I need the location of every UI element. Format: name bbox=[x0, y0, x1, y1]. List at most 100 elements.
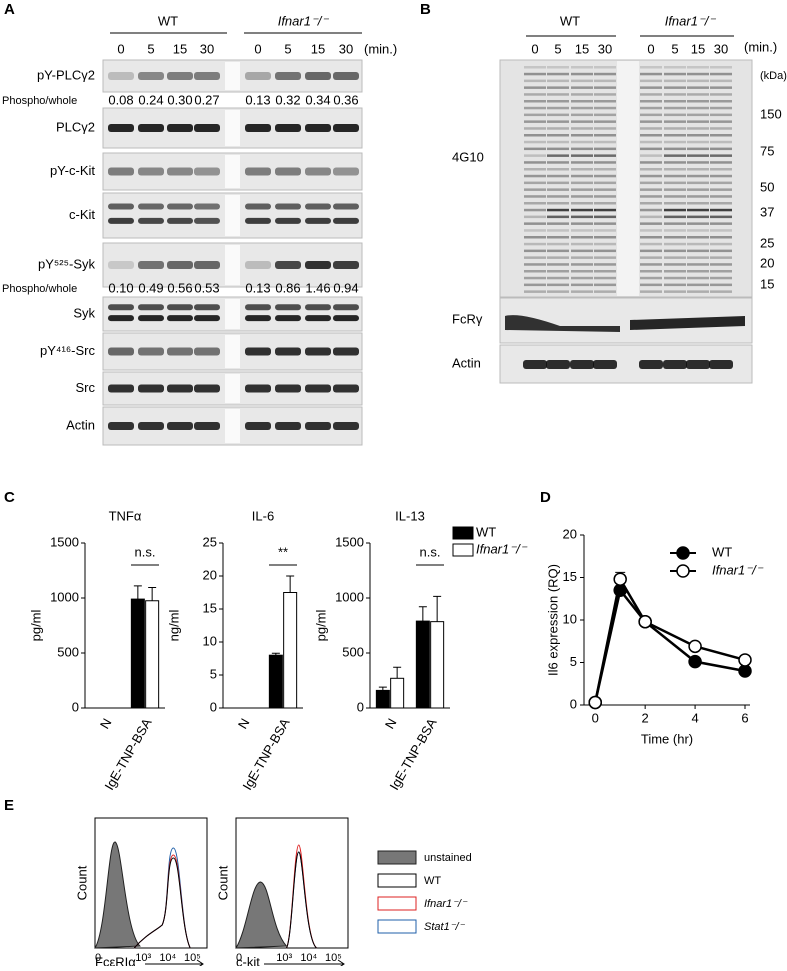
group-label: WT bbox=[560, 13, 580, 28]
band bbox=[333, 315, 359, 322]
band bbox=[547, 181, 569, 185]
point bbox=[588, 695, 602, 710]
band bbox=[640, 79, 662, 83]
ratio-value: 1.46 bbox=[305, 280, 330, 295]
band bbox=[710, 134, 732, 137]
band bbox=[640, 93, 662, 96]
band bbox=[245, 304, 271, 311]
y-tick-label: 5 bbox=[210, 666, 217, 681]
band bbox=[245, 422, 271, 430]
x-tick-label: 4 bbox=[691, 710, 698, 725]
band bbox=[594, 290, 616, 293]
ratio-value: 0.24 bbox=[138, 92, 163, 107]
y-axis-label: pg/ml bbox=[313, 609, 328, 641]
band bbox=[687, 283, 709, 287]
band bbox=[333, 203, 359, 210]
band bbox=[305, 203, 331, 210]
band bbox=[664, 202, 686, 205]
band bbox=[571, 100, 593, 103]
band bbox=[687, 222, 709, 225]
band bbox=[594, 263, 616, 266]
band bbox=[108, 167, 134, 176]
band bbox=[640, 270, 662, 273]
band bbox=[594, 100, 616, 103]
band bbox=[571, 236, 593, 239]
band bbox=[547, 154, 569, 157]
band bbox=[524, 270, 546, 273]
marker-lane bbox=[225, 62, 240, 90]
row-label: Actin bbox=[452, 355, 481, 370]
band bbox=[640, 147, 662, 151]
band bbox=[333, 167, 359, 176]
kda-marker: 20 bbox=[760, 255, 774, 270]
band bbox=[594, 134, 616, 137]
bar bbox=[268, 654, 283, 709]
band bbox=[664, 270, 686, 273]
band bbox=[333, 124, 359, 132]
band bbox=[594, 249, 616, 253]
panel-letter: C bbox=[4, 489, 15, 506]
band bbox=[547, 229, 569, 232]
band bbox=[547, 222, 569, 225]
y-axis-label: Count bbox=[74, 865, 89, 900]
bar bbox=[283, 592, 298, 709]
band bbox=[524, 283, 546, 287]
band bbox=[664, 249, 686, 253]
band bbox=[194, 167, 220, 176]
band bbox=[275, 167, 301, 176]
marker-lane bbox=[225, 299, 240, 329]
row-label: Src bbox=[76, 380, 96, 395]
band bbox=[138, 315, 164, 322]
panel-letter: A bbox=[4, 1, 15, 18]
band bbox=[524, 188, 546, 191]
band bbox=[664, 86, 686, 89]
band bbox=[305, 315, 331, 322]
band bbox=[305, 422, 331, 430]
band bbox=[664, 147, 686, 151]
band bbox=[108, 72, 134, 80]
time-label: 5 bbox=[147, 41, 154, 56]
y-tick-label: 15 bbox=[203, 600, 217, 615]
band bbox=[710, 208, 732, 212]
bar bbox=[430, 621, 445, 709]
legend-label: Ifnar1⁻/⁻ bbox=[476, 541, 528, 556]
row-label: Syk bbox=[73, 305, 95, 320]
error-bar bbox=[148, 587, 157, 601]
band bbox=[108, 422, 134, 430]
point bbox=[638, 614, 652, 629]
band bbox=[664, 154, 686, 157]
band bbox=[167, 347, 193, 356]
band bbox=[664, 188, 686, 191]
band bbox=[571, 256, 593, 259]
band bbox=[710, 127, 732, 130]
annotation: ** bbox=[278, 544, 288, 559]
kda-marker: 50 bbox=[760, 179, 774, 194]
error-bar bbox=[271, 652, 280, 656]
ratio-value: 0.10 bbox=[108, 280, 133, 295]
band bbox=[275, 304, 301, 311]
band bbox=[664, 66, 686, 69]
band bbox=[640, 263, 662, 266]
band bbox=[275, 72, 301, 80]
group-label: Ifnar1⁻/⁻ bbox=[278, 13, 330, 28]
band bbox=[710, 249, 732, 253]
legend-label: unstained bbox=[424, 852, 472, 864]
band bbox=[640, 127, 662, 130]
band bbox=[547, 276, 569, 280]
band bbox=[570, 360, 594, 369]
band bbox=[275, 347, 301, 356]
band bbox=[333, 422, 359, 430]
band bbox=[664, 93, 686, 96]
band bbox=[664, 79, 686, 83]
band bbox=[524, 290, 546, 293]
band bbox=[167, 304, 193, 311]
band bbox=[640, 140, 662, 144]
band bbox=[571, 208, 593, 212]
y-tick-label: 1500 bbox=[50, 534, 79, 549]
band bbox=[687, 242, 709, 246]
band bbox=[305, 167, 331, 176]
band bbox=[524, 154, 546, 157]
time-label: 30 bbox=[598, 41, 612, 56]
band bbox=[571, 113, 593, 117]
band bbox=[333, 384, 359, 393]
